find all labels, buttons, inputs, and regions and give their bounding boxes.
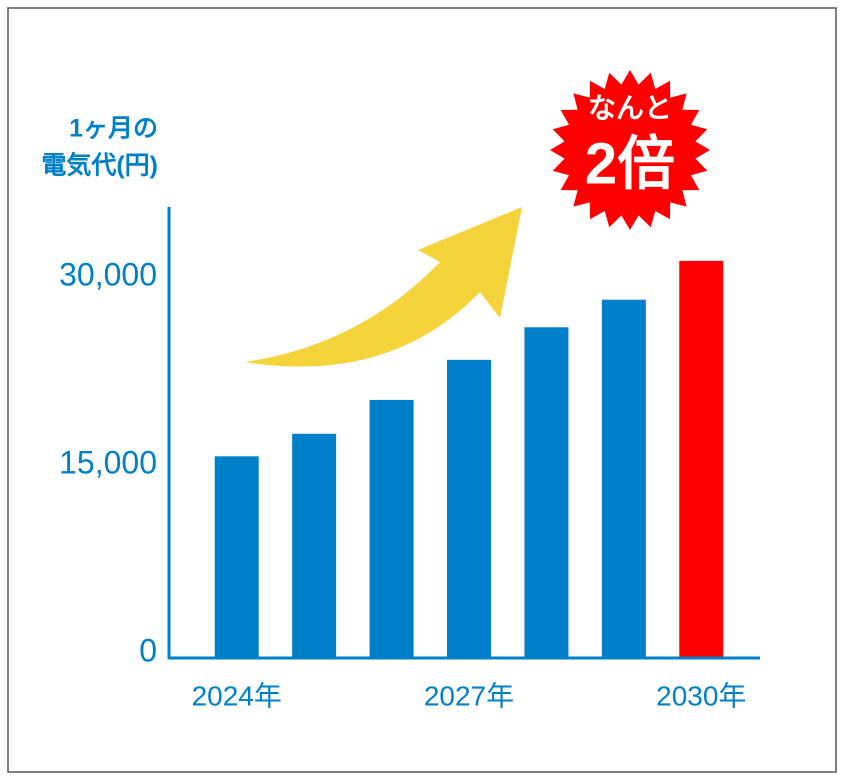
y-tick-label: 15,000: [59, 445, 157, 481]
x-tick-label: 2030年: [656, 680, 746, 711]
x-tick-label: 2024年: [192, 680, 282, 711]
y-label: 電気代(円): [41, 151, 158, 180]
y-tick-label: 0: [139, 632, 157, 668]
annotation: なんと: [588, 92, 672, 123]
starburst: [550, 70, 710, 230]
x-tick-label: 2027年: [424, 680, 514, 711]
bar: [601, 299, 646, 658]
bar: [292, 433, 337, 658]
bar: [447, 359, 491, 658]
bar: [214, 456, 259, 658]
annotation: 2倍: [585, 131, 675, 196]
bar: [679, 260, 724, 658]
bar: [524, 327, 569, 658]
y-tick-label: 30,000: [59, 257, 157, 293]
bar: [369, 399, 414, 658]
y-label: 1ヶ月の: [69, 115, 158, 143]
arrow: [245, 207, 522, 367]
